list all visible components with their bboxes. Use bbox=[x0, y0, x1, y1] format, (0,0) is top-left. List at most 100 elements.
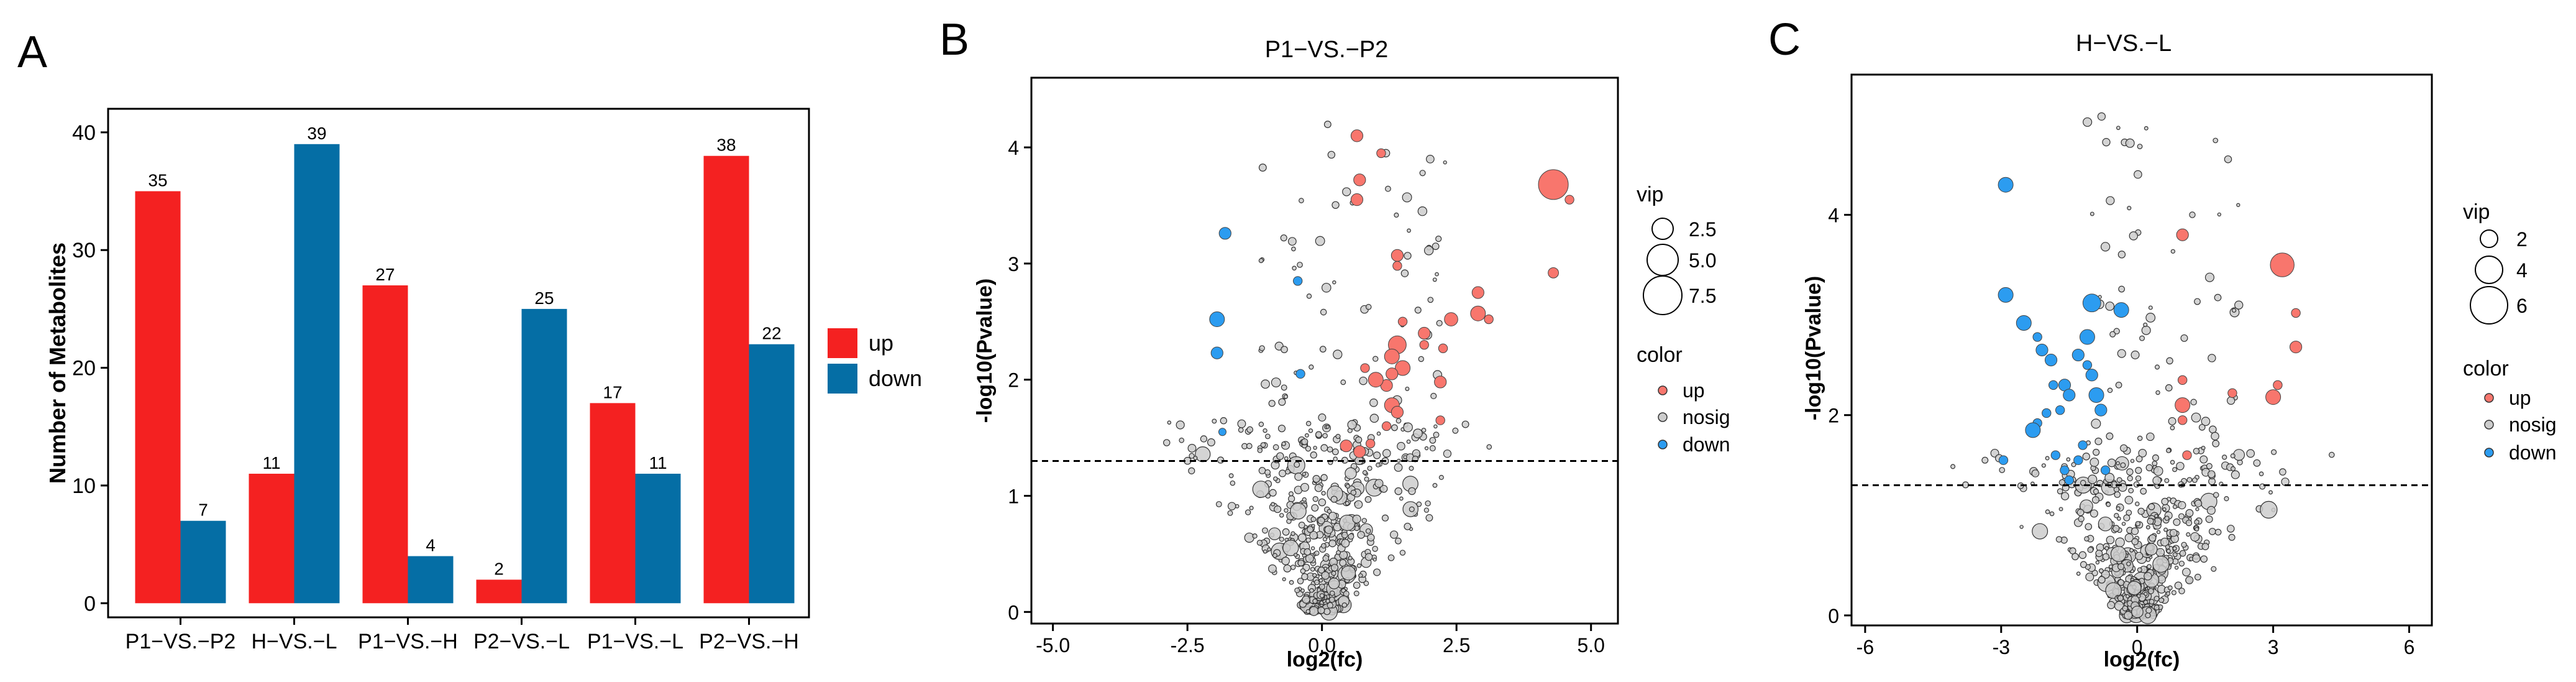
nosig-point bbox=[1419, 170, 1426, 177]
bar-value-label: 38 bbox=[716, 136, 736, 155]
nosig-point bbox=[1292, 265, 1297, 271]
nosig-point bbox=[2149, 599, 2155, 605]
nosig-point bbox=[1319, 593, 1325, 599]
nosig-point bbox=[1404, 252, 1412, 260]
nosig-point bbox=[1313, 446, 1317, 450]
nosig-point bbox=[1310, 516, 1317, 522]
nosig-point bbox=[2090, 458, 2099, 467]
nosig-point bbox=[1284, 508, 1289, 513]
up-point bbox=[1548, 267, 1559, 279]
nosig-point bbox=[2148, 305, 2153, 310]
up-point bbox=[2265, 389, 2281, 405]
x-tick-label: -6 bbox=[1857, 636, 1874, 658]
nosig-point bbox=[1288, 491, 1294, 497]
nosig-point bbox=[1322, 433, 1328, 439]
nosig-point bbox=[2194, 573, 2201, 581]
nosig-point bbox=[2137, 567, 2142, 573]
nosig-point bbox=[2148, 588, 2154, 594]
nosig-point bbox=[2071, 462, 2076, 468]
nosig-point bbox=[2165, 384, 2173, 392]
bar-value-label: 11 bbox=[649, 453, 667, 472]
volcano-c-plot-area bbox=[1850, 73, 2433, 627]
nosig-point bbox=[1228, 473, 1234, 479]
nosig-point bbox=[2129, 548, 2134, 553]
nosig-point bbox=[1408, 487, 1416, 495]
nosig-point bbox=[1362, 470, 1368, 476]
nosig-point bbox=[1333, 456, 1338, 461]
nosig-point bbox=[2091, 418, 2101, 429]
nosig-point bbox=[2102, 137, 2111, 147]
nosig-point bbox=[1359, 376, 1368, 385]
nosig-point bbox=[1962, 481, 1970, 489]
color-key-nosig-label: nosig bbox=[1683, 406, 1730, 428]
nosig-point bbox=[1277, 425, 1286, 433]
nosig-point bbox=[1311, 504, 1319, 512]
nosig-point bbox=[1322, 537, 1328, 541]
nosig-point bbox=[1302, 497, 1307, 502]
nosig-point bbox=[1282, 540, 1299, 556]
nosig-point bbox=[2129, 231, 2139, 241]
nosig-point bbox=[2200, 555, 2208, 563]
color-key-up bbox=[2484, 393, 2494, 403]
up-point bbox=[1368, 372, 1384, 388]
nosig-point bbox=[1258, 164, 1267, 172]
nosig-point bbox=[1432, 242, 1440, 251]
nosig-point bbox=[2080, 479, 2086, 486]
nosig-point bbox=[2231, 470, 2240, 479]
up-point bbox=[1444, 312, 1458, 326]
nosig-point bbox=[2174, 565, 2179, 570]
nosig-point bbox=[2090, 211, 2094, 216]
nosig-point bbox=[2106, 432, 2114, 440]
x-tick-label: -2.5 bbox=[1171, 634, 1205, 657]
nosig-point bbox=[1347, 420, 1357, 430]
nosig-point bbox=[1227, 510, 1233, 516]
nosig-point bbox=[1486, 444, 1492, 450]
down-point bbox=[2088, 387, 2104, 403]
nosig-point bbox=[2124, 533, 2134, 543]
nosig-point bbox=[2152, 555, 2170, 573]
nosig-point bbox=[1305, 554, 1314, 563]
nosig-point bbox=[2080, 561, 2087, 568]
up-point bbox=[1419, 339, 1429, 350]
nosig-point bbox=[2145, 313, 2156, 323]
nosig-point bbox=[1341, 602, 1348, 608]
nosig-point bbox=[1327, 150, 1336, 159]
nosig-point bbox=[2161, 497, 2169, 505]
up-point bbox=[1395, 360, 1411, 376]
bar-x-tick-label: P1−VS.−P2 bbox=[126, 630, 236, 653]
panel-b-volcano: P1−VS.−P2 0 1 2 3 4 -5.0 -2.5 0.0 2.5 5.0 log2(f… bbox=[973, 37, 1730, 671]
nosig-point bbox=[1318, 413, 1327, 422]
nosig-point bbox=[1267, 547, 1271, 552]
nosig-point bbox=[1273, 476, 1278, 481]
y-tick-label: 4 bbox=[1008, 137, 1019, 159]
nosig-point bbox=[2212, 440, 2220, 448]
nosig-point bbox=[1298, 533, 1307, 542]
nosig-point bbox=[1376, 463, 1381, 468]
nosig-point bbox=[2120, 462, 2126, 468]
down-point bbox=[2071, 348, 2085, 362]
nosig-point bbox=[2116, 126, 2121, 131]
nosig-point bbox=[1345, 500, 1350, 506]
nosig-point bbox=[1314, 550, 1320, 556]
nosig-point bbox=[1274, 505, 1282, 514]
nosig-point bbox=[1339, 559, 1347, 567]
nosig-point bbox=[1312, 496, 1318, 502]
nosig-point bbox=[1238, 427, 1244, 433]
vip-size-large bbox=[2470, 286, 2508, 325]
nosig-point bbox=[1325, 425, 1330, 429]
nosig-point bbox=[1268, 564, 1277, 573]
nosig-point bbox=[1314, 484, 1323, 492]
vip-size-large-label: 7.5 bbox=[1689, 285, 1716, 307]
up-point bbox=[2175, 397, 2191, 413]
nosig-point bbox=[1262, 527, 1268, 534]
nosig-point bbox=[1321, 491, 1326, 496]
color-key-nosig-label: nosig bbox=[2509, 413, 2557, 436]
nosig-point bbox=[2171, 590, 2176, 596]
nosig-point bbox=[1310, 451, 1317, 459]
nosig-point bbox=[1321, 571, 1330, 580]
nosig-point bbox=[2085, 523, 2093, 530]
nosig-point bbox=[2169, 528, 2178, 537]
up-point bbox=[1434, 376, 1447, 389]
nosig-point bbox=[1279, 513, 1284, 518]
